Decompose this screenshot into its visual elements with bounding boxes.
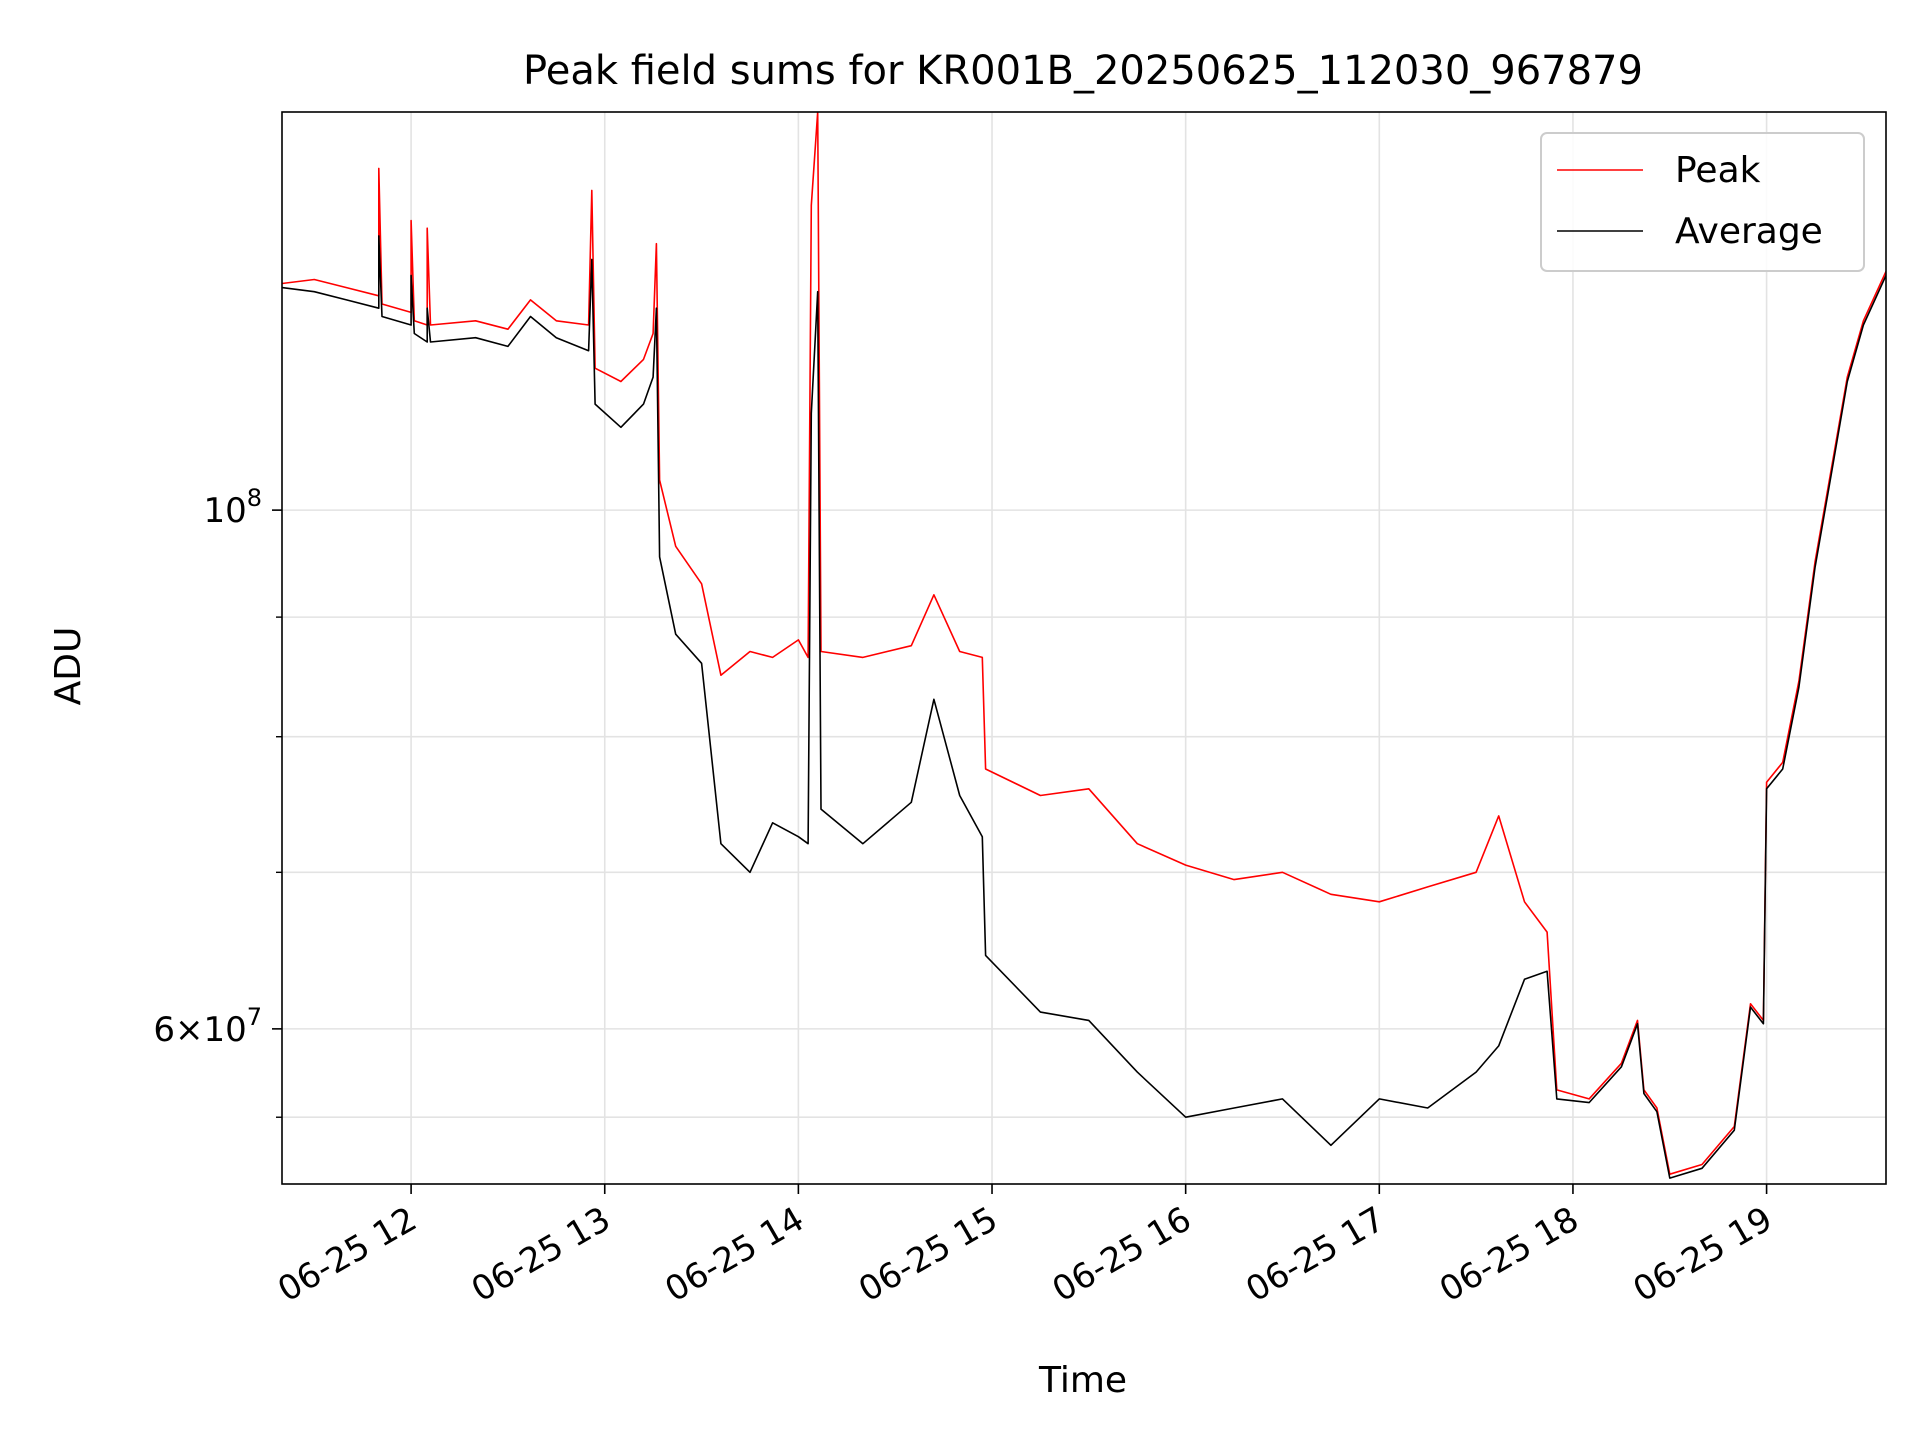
plot-frame <box>281 111 1887 1185</box>
legend-label-peak: Peak <box>1675 150 1761 191</box>
grid <box>282 112 1886 1184</box>
legend-label-average: Average <box>1675 211 1823 252</box>
y-tick-label: 108 <box>203 484 262 531</box>
x-axis-label: Time <box>1038 1360 1127 1401</box>
legend: Peak Average <box>1540 132 1865 272</box>
y-tick-label: 6×107 <box>153 1003 262 1050</box>
series-layer <box>282 112 1886 1179</box>
legend-box <box>1540 132 1865 272</box>
series-line-average <box>282 235 1886 1179</box>
chart-title: Peak field sums for KR001B_20250625_1120… <box>523 48 1643 94</box>
y-axis-label: ADU <box>48 627 89 706</box>
series-line-peak <box>282 112 1886 1175</box>
